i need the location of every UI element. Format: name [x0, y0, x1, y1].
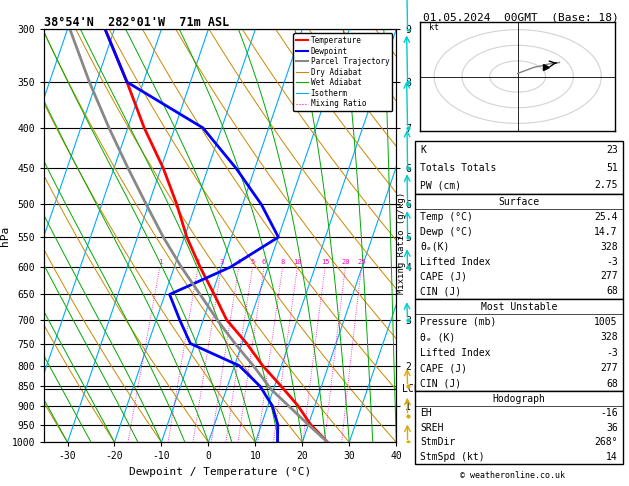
Text: 5: 5: [250, 259, 255, 265]
Text: 01.05.2024  00GMT  (Base: 18): 01.05.2024 00GMT (Base: 18): [423, 12, 618, 22]
Text: Lifted Index: Lifted Index: [420, 257, 491, 267]
Text: CAPE (J): CAPE (J): [420, 272, 467, 281]
Text: 51: 51: [606, 163, 618, 173]
Legend: Temperature, Dewpoint, Parcel Trajectory, Dry Adiabat, Wet Adiabat, Isotherm, Mi: Temperature, Dewpoint, Parcel Trajectory…: [293, 33, 392, 111]
Text: 277: 277: [600, 363, 618, 373]
Text: 36: 36: [606, 423, 618, 433]
Text: θₑ (K): θₑ (K): [420, 332, 455, 342]
Text: © weatheronline.co.uk: © weatheronline.co.uk: [460, 471, 565, 480]
Text: Dewp (°C): Dewp (°C): [420, 226, 473, 237]
Text: Hodograph: Hodograph: [493, 394, 545, 403]
Text: 1005: 1005: [594, 317, 618, 327]
Text: 268°: 268°: [594, 437, 618, 447]
Text: 6: 6: [262, 259, 266, 265]
Y-axis label: km
ASL: km ASL: [423, 225, 441, 246]
Text: 25: 25: [357, 259, 366, 265]
Text: Mixing Ratio (g/kg): Mixing Ratio (g/kg): [397, 192, 406, 294]
Text: Lifted Index: Lifted Index: [420, 348, 491, 358]
Y-axis label: hPa: hPa: [0, 226, 10, 246]
Text: 14.7: 14.7: [594, 226, 618, 237]
Text: Totals Totals: Totals Totals: [420, 163, 496, 173]
Text: -16: -16: [600, 408, 618, 418]
Text: 3: 3: [220, 259, 223, 265]
Text: 2.75: 2.75: [594, 180, 618, 191]
Text: θₑ(K): θₑ(K): [420, 242, 450, 252]
Text: 68: 68: [606, 379, 618, 388]
Text: Surface: Surface: [498, 197, 540, 207]
Text: PW (cm): PW (cm): [420, 180, 461, 191]
Text: 15: 15: [321, 259, 330, 265]
Text: K: K: [420, 145, 426, 155]
Text: 38°54'N  282°01'W  71m ASL: 38°54'N 282°01'W 71m ASL: [44, 16, 230, 29]
Text: 14: 14: [606, 452, 618, 462]
Text: EH: EH: [420, 408, 432, 418]
Text: StmSpd (kt): StmSpd (kt): [420, 452, 485, 462]
X-axis label: Dewpoint / Temperature (°C): Dewpoint / Temperature (°C): [129, 467, 311, 477]
Text: -3: -3: [606, 348, 618, 358]
Text: 68: 68: [606, 286, 618, 296]
Text: 2: 2: [196, 259, 200, 265]
Text: Temp (°C): Temp (°C): [420, 212, 473, 222]
Text: LCL: LCL: [402, 384, 420, 394]
Text: -3: -3: [606, 257, 618, 267]
Text: 4: 4: [237, 259, 241, 265]
Text: StmDir: StmDir: [420, 437, 455, 447]
Text: 8: 8: [281, 259, 285, 265]
Text: 1: 1: [158, 259, 162, 265]
Text: 23: 23: [606, 145, 618, 155]
Text: 277: 277: [600, 272, 618, 281]
Text: 328: 328: [600, 332, 618, 342]
Text: Pressure (mb): Pressure (mb): [420, 317, 496, 327]
Text: 20: 20: [341, 259, 350, 265]
Text: 25.4: 25.4: [594, 212, 618, 222]
Text: SREH: SREH: [420, 423, 443, 433]
Text: Most Unstable: Most Unstable: [481, 302, 557, 312]
Text: CIN (J): CIN (J): [420, 379, 461, 388]
Text: 10: 10: [293, 259, 302, 265]
Text: kt: kt: [428, 23, 438, 32]
Text: 328: 328: [600, 242, 618, 252]
Text: CIN (J): CIN (J): [420, 286, 461, 296]
Text: CAPE (J): CAPE (J): [420, 363, 467, 373]
